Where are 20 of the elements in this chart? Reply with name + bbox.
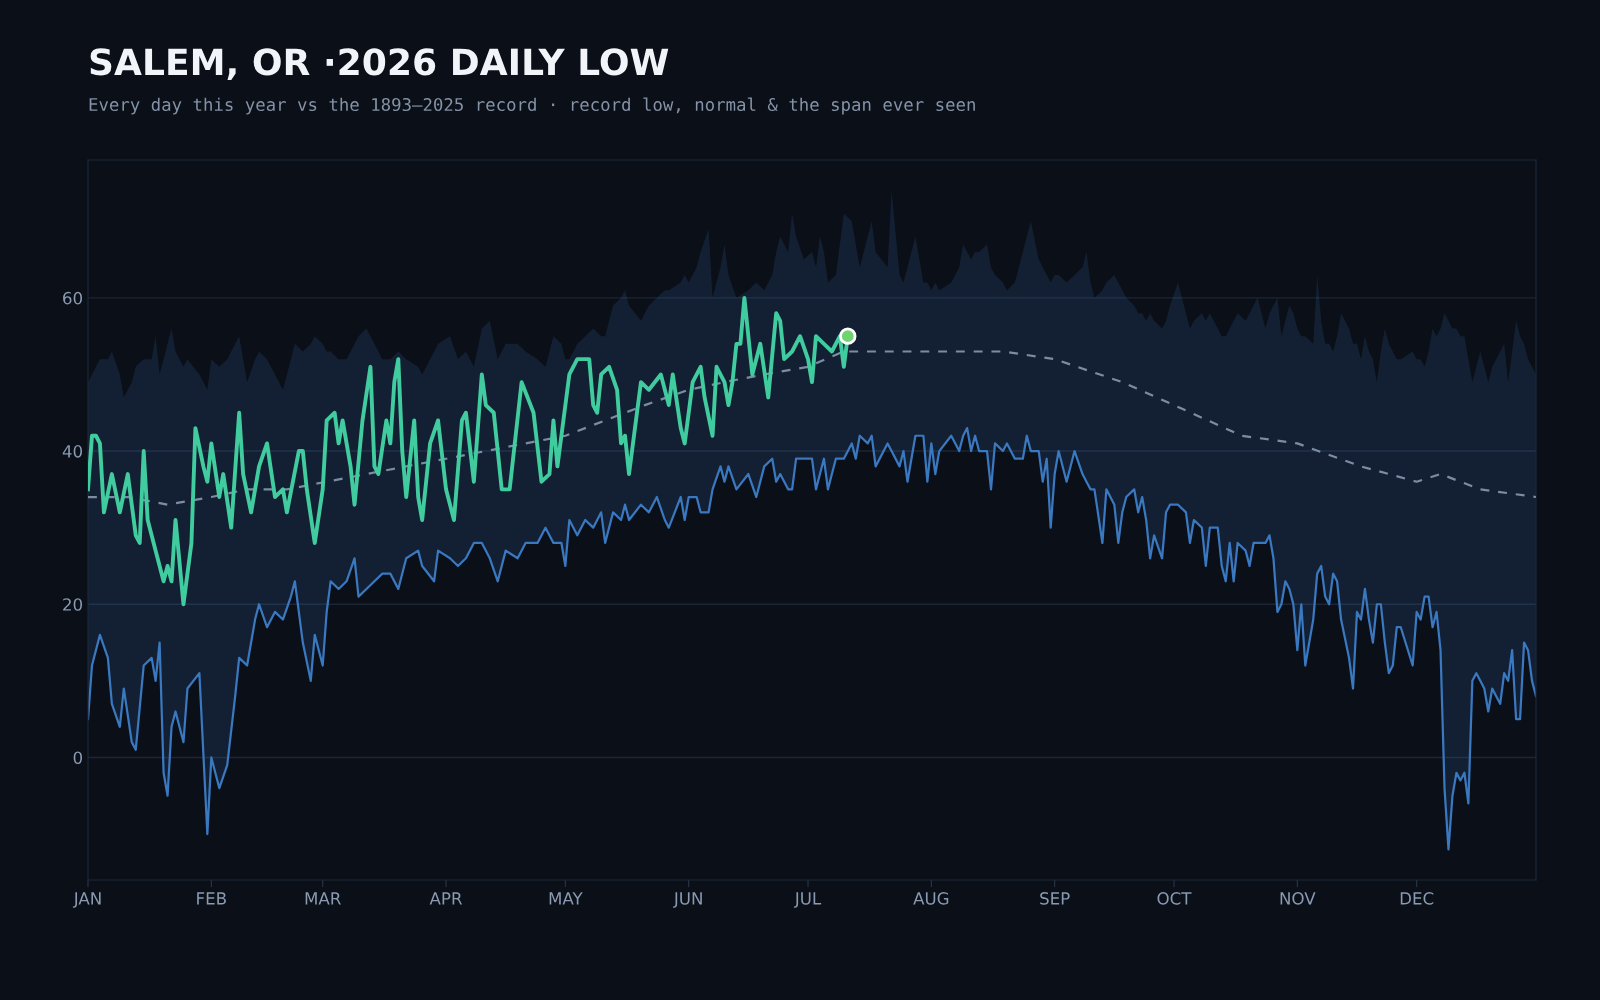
x-tick-label: APR [429,892,463,905]
x-tick-label: JUN [673,892,702,908]
x-tick-label: DEC [1400,892,1434,905]
y-tick-label: 40 [62,445,83,458]
x-tick-label: AUG [913,892,949,905]
x-tick-label: FEB [197,892,226,905]
y-tick-label: 0 [73,751,83,765]
x-tick-label: OCT [1157,892,1192,905]
y-tick-label: 20 [63,598,83,611]
x-tick-label: MAY [549,892,583,905]
chart-title: SALEM, OR ·2026 DAILY LOW [90,48,669,81]
x-tick-label: JUL [793,892,822,908]
x-tick-label: JAN [72,892,101,908]
x-tick-label: MAR [305,892,341,905]
line-series [88,426,1536,851]
line-series [88,350,1536,506]
y-tick-label: 60 [63,291,83,305]
x-tick-label: NOV [1280,892,1316,905]
x-tick-label: SEP [1040,892,1070,905]
chart-subtitle: Every day this year vs the 1893–2025 record · record low, normal & the span ever seen [89,97,975,115]
